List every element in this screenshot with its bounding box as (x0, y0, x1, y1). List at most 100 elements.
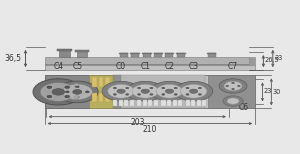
Bar (45, 75, 89, 108)
Circle shape (227, 98, 239, 104)
Bar (113, 100, 117, 106)
Bar (89, 75, 113, 108)
Circle shape (226, 85, 229, 87)
Circle shape (150, 87, 153, 89)
Circle shape (137, 94, 141, 95)
Bar (167, 100, 171, 106)
Circle shape (223, 96, 243, 106)
Bar (92, 93, 97, 102)
Circle shape (224, 81, 242, 91)
Circle shape (40, 82, 76, 101)
Bar (92, 77, 97, 87)
Bar (118, 100, 123, 106)
Circle shape (113, 87, 116, 89)
Bar (178, 100, 182, 106)
Bar (142, 53, 152, 54)
Circle shape (174, 94, 177, 95)
Circle shape (150, 94, 153, 95)
Circle shape (75, 86, 79, 88)
Text: 33: 33 (274, 55, 283, 61)
Bar (177, 53, 185, 57)
Circle shape (186, 94, 189, 95)
Circle shape (232, 88, 234, 90)
Circle shape (151, 81, 188, 101)
Circle shape (180, 84, 207, 98)
Text: 30: 30 (272, 89, 281, 95)
Bar (45, 57, 249, 65)
Circle shape (115, 98, 120, 100)
Bar (45, 75, 255, 108)
Circle shape (108, 84, 134, 98)
Circle shape (238, 85, 240, 87)
Bar (113, 75, 122, 108)
Text: C6: C6 (238, 103, 248, 112)
Circle shape (186, 87, 189, 89)
Bar (202, 100, 206, 106)
Bar (172, 100, 177, 106)
Bar (57, 49, 72, 51)
Bar (59, 49, 70, 57)
Text: C7: C7 (228, 62, 238, 71)
Bar (249, 57, 255, 65)
Circle shape (52, 89, 65, 95)
Bar (105, 93, 110, 102)
Text: C0: C0 (116, 62, 126, 71)
Circle shape (190, 89, 198, 93)
Bar (45, 64, 249, 65)
Circle shape (65, 86, 70, 89)
Text: C1: C1 (140, 62, 150, 71)
Bar (191, 100, 195, 106)
Circle shape (198, 87, 202, 89)
Circle shape (65, 95, 70, 98)
Circle shape (113, 94, 116, 95)
Circle shape (47, 95, 52, 98)
Circle shape (74, 96, 79, 98)
Circle shape (126, 94, 129, 95)
Circle shape (65, 91, 69, 93)
Bar (105, 77, 110, 87)
Bar (45, 65, 255, 70)
Circle shape (232, 82, 234, 84)
Circle shape (165, 89, 174, 93)
Bar (98, 77, 104, 87)
Bar (186, 100, 190, 106)
Text: 203: 203 (130, 118, 145, 127)
Circle shape (126, 87, 129, 89)
Circle shape (62, 84, 92, 100)
Bar (143, 100, 147, 106)
Circle shape (74, 83, 79, 86)
Circle shape (102, 81, 140, 101)
Circle shape (132, 84, 159, 98)
Circle shape (33, 79, 84, 105)
Circle shape (126, 81, 164, 101)
Circle shape (219, 79, 247, 93)
Bar (75, 50, 89, 52)
Bar (207, 53, 216, 54)
Bar (131, 53, 139, 57)
Bar (130, 53, 140, 54)
Text: 23: 23 (264, 88, 272, 94)
Bar (208, 75, 255, 108)
Bar (122, 75, 205, 108)
Circle shape (115, 83, 120, 86)
Circle shape (56, 81, 98, 103)
Circle shape (141, 89, 149, 93)
Bar (77, 50, 87, 57)
Circle shape (162, 94, 165, 95)
Circle shape (85, 91, 89, 93)
Bar (119, 53, 128, 54)
Circle shape (75, 96, 79, 98)
Bar (137, 100, 142, 106)
Bar (120, 53, 128, 57)
Circle shape (198, 94, 202, 95)
Circle shape (175, 81, 213, 101)
Text: 210: 210 (143, 125, 157, 134)
Bar (161, 100, 166, 106)
Bar (197, 100, 201, 106)
Circle shape (174, 87, 177, 89)
Text: 26,5: 26,5 (265, 57, 280, 63)
Circle shape (47, 86, 52, 89)
Circle shape (162, 87, 165, 89)
Text: 36,5: 36,5 (4, 54, 21, 63)
Bar (154, 100, 158, 106)
